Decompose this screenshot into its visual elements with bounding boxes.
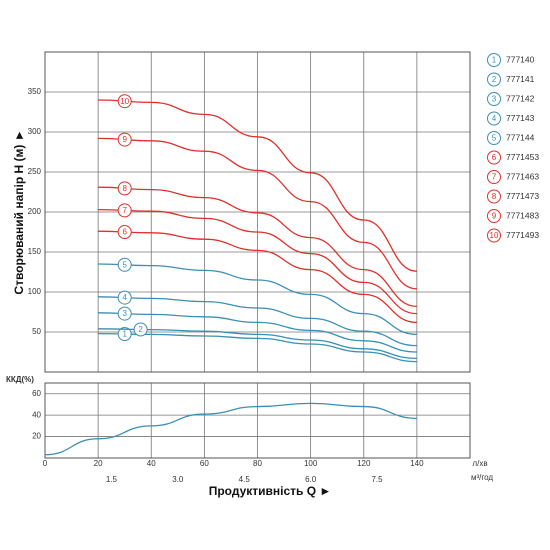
curve [98,312,417,353]
x-axis-title: Продуктивність Q ► [209,484,332,498]
legend-number-circle [487,170,501,184]
curve-label: 8 [122,184,127,193]
x-tick-label: 80 [253,459,262,468]
y-tick-label: 60 [32,389,41,398]
legend-number-circle [487,92,501,106]
y-tick-label: 300 [28,127,42,136]
legend-number: 4 [492,114,497,123]
legend-number: 7 [492,173,497,182]
curve-label-circle [133,322,148,337]
legend-number: 6 [492,153,497,162]
legend-number: 1 [492,56,497,65]
curve-label-circle [117,257,132,272]
y-tick-label: 200 [28,207,42,216]
curve-label: 7 [122,206,127,215]
curve [98,296,417,347]
curve-label: 2 [138,325,143,334]
legend-number: 9 [492,212,497,221]
y-tick-label: 20 [32,432,41,441]
legend-number-circle [487,111,501,126]
legend-label: 7771483 [506,210,539,220]
curve-label-circle [117,132,132,147]
x-tick-label: 60 [200,459,209,468]
y-tick-label: 350 [28,87,42,96]
curve-label: 3 [122,309,127,318]
legend-number: 5 [492,134,497,143]
curve-label: 9 [122,135,127,144]
plot-frame [44,51,471,373]
curve [98,328,417,360]
legend-label: 7771473 [506,191,539,201]
legend-label: 777144 [506,132,535,142]
y-axis-title: ККД(%) [6,375,34,384]
legend-label: 777140 [506,54,535,64]
y-axis-title: Створюваний напір Н (м) ► [12,129,26,294]
curve [98,186,417,308]
legend-number: 2 [492,75,497,84]
legend-number: 10 [490,231,499,240]
legend-number-circle [487,131,501,145]
legend-number-circle [487,150,501,165]
curve-label: 5 [122,260,127,269]
legend-label: 7771453 [506,152,539,162]
legend-number-circle [487,209,501,223]
curve [98,230,417,324]
curve-label-circle [117,203,132,218]
curve-label-circle [117,225,132,239]
x-unit: л/хв [472,459,487,468]
legend-number: 3 [492,95,497,104]
x-tick-label: 120 [357,459,371,468]
x-tick-label: 100 [304,459,318,468]
curve [98,137,417,290]
curve-label-circle [117,94,132,109]
legend-number: 8 [492,192,497,201]
curve-label-circle [117,306,132,321]
y-tick-label: 50 [32,327,41,336]
x2-tick-label: 7.5 [371,475,383,484]
x-tick-label: 0 [43,459,48,468]
curve-label: 1 [122,330,127,339]
curve-label: 4 [122,293,127,302]
x2-unit: м³/год [471,473,493,482]
legend-number-circle [487,72,501,87]
legend-number-circle [487,228,501,243]
curve [98,332,417,363]
curve [44,402,417,456]
curve-label-circle [117,327,132,341]
legend-label: 7771463 [506,171,539,181]
y-tick-label: 150 [28,247,42,256]
curve-label: 6 [122,228,127,237]
legend-number-circle [487,189,501,204]
curve-label: 10 [120,97,129,106]
plot-frame [44,382,471,459]
x-tick-label: 40 [147,459,156,468]
legend-label: 777141 [506,74,535,84]
curve [98,263,417,336]
x2-tick-label: 6.0 [305,475,317,484]
legend-number-circle [487,53,501,67]
curve [98,99,417,272]
x2-tick-label: 1.5 [106,475,118,484]
x-tick-label: 20 [94,459,103,468]
x2-tick-label: 3.0 [172,475,184,484]
legend-label: 7771493 [506,230,539,240]
legend-label: 777143 [506,113,535,123]
y-tick-label: 100 [28,287,42,296]
legend-label: 777142 [506,93,535,103]
curve [98,208,417,315]
x-tick-label: 140 [410,459,424,468]
curve-label-circle [117,290,132,305]
y-tick-label: 250 [28,167,42,176]
curve-label-circle [117,181,132,196]
x2-tick-label: 4.5 [239,475,251,484]
y-tick-label: 40 [32,410,41,419]
